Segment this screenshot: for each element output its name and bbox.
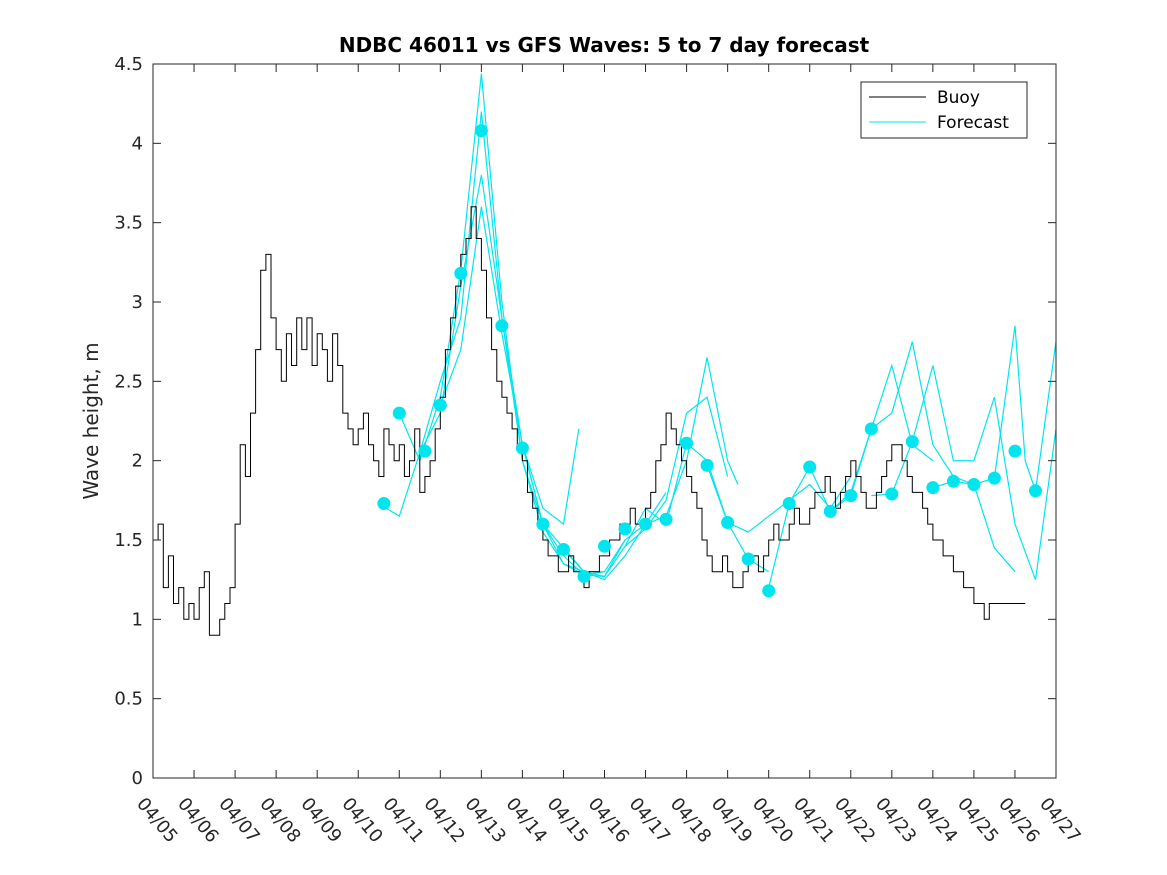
plot-area: 0 0.5 1 1.5 2 2.5 3 3.5 4 4.5 04/0504/0604/0704/08…: [114, 54, 1084, 847]
x-tick-label: 04/12: [419, 794, 468, 847]
x-tick-label: 04/15: [543, 794, 592, 847]
forecast-run-line-4: [439, 206, 580, 526]
forecast-marker-point: [495, 319, 509, 333]
forecast-run-line-2: [398, 73, 626, 578]
buoy-series-line: [153, 206, 1026, 636]
x-tick-label: 04/20: [748, 794, 797, 847]
forecast-marker-point: [454, 266, 468, 280]
forecast-marker-point: [782, 497, 796, 510]
forecast-marker-point: [700, 458, 714, 472]
x-tick-label: 04/06: [173, 794, 222, 847]
legend: Buoy Forecast: [860, 81, 1028, 139]
forecast-marker-point: [1029, 484, 1042, 498]
forecast-marker-point: [762, 584, 776, 598]
forecast-marker-point: [618, 522, 632, 536]
x-tick-label: 04/26: [994, 794, 1043, 847]
forecast-marker-point: [474, 124, 488, 138]
x-tick-label: 04/19: [707, 794, 756, 847]
x-tick-label: 04/21: [789, 794, 838, 847]
x-tick-label: 04/17: [625, 794, 674, 847]
x-tick-label: 04/18: [666, 794, 715, 847]
forecast-marker-point: [377, 497, 391, 510]
y-tick-label: 0.5: [114, 689, 143, 710]
chart-title: NDBC 46011 vs GFS Waves: 5 to 7 day fore…: [339, 33, 870, 57]
y-tick-label: 1.5: [114, 530, 143, 551]
forecast-marker-point: [598, 539, 611, 553]
forecast-marker-point: [392, 406, 406, 420]
y-tick-label: 4: [132, 133, 143, 154]
forecast-marker-point: [557, 543, 570, 556]
forecast-marker-point: [803, 460, 817, 474]
forecast-run-line-12: [932, 325, 1057, 491]
legend-box: [860, 81, 1028, 139]
x-tick-label: 04/27: [1035, 794, 1084, 847]
x-tick-label: 04/24: [912, 794, 961, 847]
x-tick-label: 04/23: [871, 794, 920, 847]
forecast-marker-point: [967, 478, 981, 491]
legend-entry-forecast: Forecast: [937, 113, 1009, 133]
y-tick-label: 2: [132, 451, 143, 472]
forecast-marker-point: [1008, 444, 1022, 458]
y-tick-label: 0: [132, 768, 143, 789]
y-tick-label: 2.5: [114, 371, 143, 392]
x-tick-label: 04/09: [296, 794, 345, 847]
forecast-marker-point: [885, 487, 899, 501]
forecast-marker-point: [418, 444, 432, 458]
y-tick-label: 3.5: [114, 213, 143, 234]
forecast-run-line-11: [871, 365, 1057, 580]
y-tick-label: 3: [132, 292, 143, 313]
forecast-marker-point: [680, 436, 694, 450]
forecast-marker-point: [536, 517, 550, 531]
forecast-marker-point: [577, 570, 591, 583]
x-tick-label: 04/13: [461, 794, 510, 847]
x-tick-label: 04/25: [953, 794, 1002, 847]
forecast-marker-point: [515, 441, 529, 455]
forecast-marker-point: [721, 516, 735, 529]
forecast-marker-point: [741, 552, 755, 566]
forecast-run-line-10: [829, 341, 1016, 573]
forecast-run-line-7: [624, 442, 770, 573]
forecast-marker-point: [823, 504, 837, 518]
forecast-marker-point: [659, 512, 673, 526]
forecast-marker-point: [864, 422, 878, 436]
forecast-marker-point: [946, 474, 960, 488]
forecast-marker-point: [433, 398, 447, 412]
x-tick-label: 04/22: [830, 794, 879, 847]
x-tick-label: 04/10: [337, 794, 386, 847]
forecast-marker-point: [926, 481, 940, 495]
x-tick-label: 04/08: [255, 794, 304, 847]
x-tick-label: 04/14: [502, 794, 551, 847]
x-tick-label: 04/11: [378, 794, 427, 847]
x-tick-label: 04/16: [584, 794, 633, 847]
x-tick-label: 04/07: [214, 794, 263, 847]
y-tick-label: 1: [132, 609, 143, 630]
x-tick-label: 04/05: [132, 794, 181, 847]
forecast-marker-point: [905, 435, 919, 449]
y-tick-label: 4.5: [114, 54, 143, 75]
axes-box: [152, 63, 1057, 779]
forecast-marker-point: [987, 471, 1001, 485]
forecast-run-line-6: [563, 396, 729, 578]
y-axis-label: Wave height, m: [79, 342, 103, 499]
forecast-marker-point: [844, 489, 858, 503]
legend-entry-buoy: Buoy: [937, 88, 980, 108]
forecast-marker-point: [639, 517, 652, 531]
